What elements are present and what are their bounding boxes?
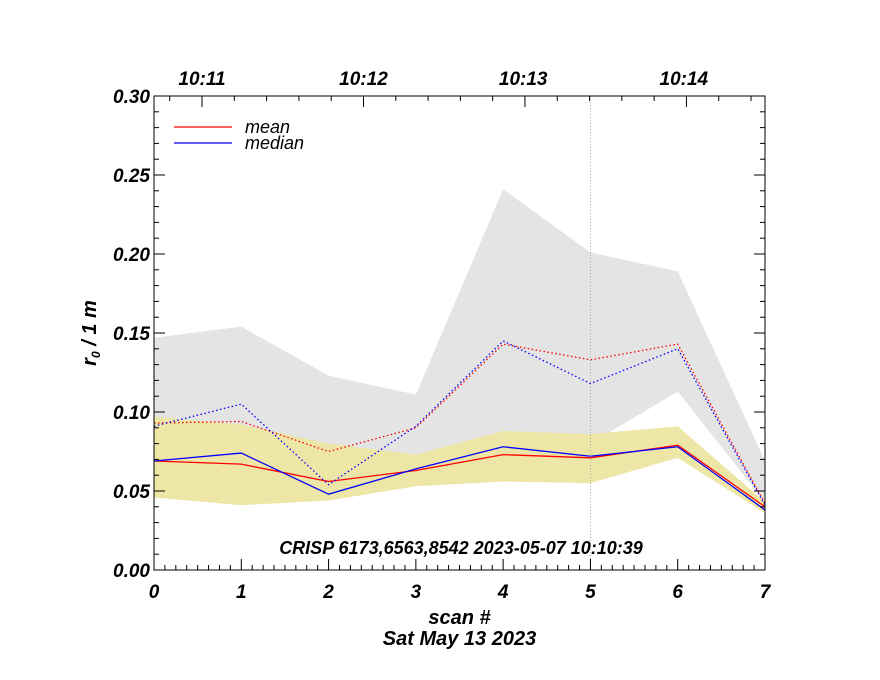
x-axis-label: scan #: [428, 607, 491, 629]
crisp-annotation: CRISP 6173,6563,8542 2023-05-07 10:10:39: [279, 538, 643, 558]
legend-label-mean: mean: [245, 117, 290, 137]
top-time-label: 10:12: [339, 69, 388, 90]
series-lines: [153, 340, 766, 511]
y-axis-label-subscript: 0: [89, 351, 103, 358]
date-label: Sat May 13 2023: [383, 628, 536, 650]
y-tick-label: 0.25: [113, 166, 150, 187]
series-mean-solid: [153, 444, 766, 508]
shaded-bands: [154, 189, 765, 514]
x-tick-label: 6: [672, 582, 683, 603]
top-time-label: 10:11: [178, 69, 225, 90]
y-tick-label: 0.05: [113, 482, 150, 503]
x-tick-label: 3: [411, 582, 422, 603]
band-yellow: [154, 416, 765, 514]
x-tick-label: 0: [149, 582, 160, 603]
top-time-label: 10:13: [499, 69, 548, 90]
x-tick-label: 1: [236, 582, 247, 603]
y-tick-label: 0.00: [113, 561, 150, 582]
x-tick-label: 4: [497, 582, 509, 603]
top-time-label: 10:14: [660, 69, 709, 90]
y-tick-label: 0.15: [113, 324, 150, 345]
y-axis-label: r0 / 1 m: [79, 300, 103, 366]
y-tick-label: 0.30: [113, 87, 150, 108]
band-grey: [154, 189, 765, 503]
axis-labels: scan # Sat May 13 2023 r0 / 1 m CRISP 61…: [79, 300, 643, 650]
y-tick-label: 0.20: [113, 245, 150, 266]
y-axis-label-main: r: [79, 357, 101, 366]
x-tick-label: 5: [585, 582, 596, 603]
axes: 0 1 2 3 4 5 6 7 0.00 0.05 0.10 0.15 0.20 0.25 0.30 10:1…: [113, 69, 772, 603]
y-axis-label-suffix: / 1 m: [79, 300, 101, 351]
x-tick-label: 2: [322, 582, 334, 603]
series-median-solid: [153, 446, 766, 511]
legend-label-median: median: [245, 133, 304, 153]
y-tick-label: 0.10: [113, 403, 150, 424]
x-tick-label: 7: [760, 582, 772, 603]
